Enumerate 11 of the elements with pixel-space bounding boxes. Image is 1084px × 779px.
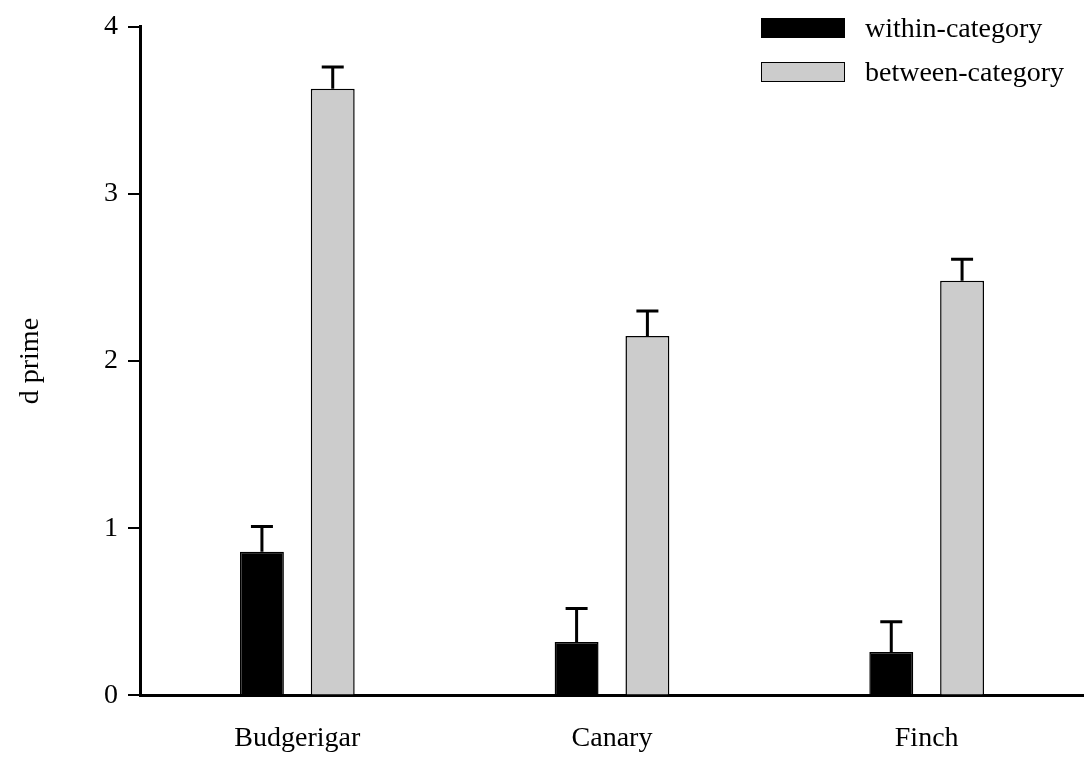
- y-tick-label: 4: [104, 9, 118, 41]
- y-tick-label: 0: [104, 677, 118, 709]
- x-tick-label: Canary: [571, 720, 653, 752]
- x-tick-label: Finch: [894, 720, 959, 752]
- y-tick-label: 1: [104, 510, 118, 542]
- x-tick-label: Budgerigar: [234, 720, 361, 752]
- y-tick-label: 3: [104, 176, 118, 208]
- y-tick-label: 2: [104, 343, 118, 375]
- y-axis-title: d prime: [13, 317, 45, 405]
- legend-label: within-category: [865, 12, 1043, 44]
- legend-label: between-category: [865, 56, 1064, 88]
